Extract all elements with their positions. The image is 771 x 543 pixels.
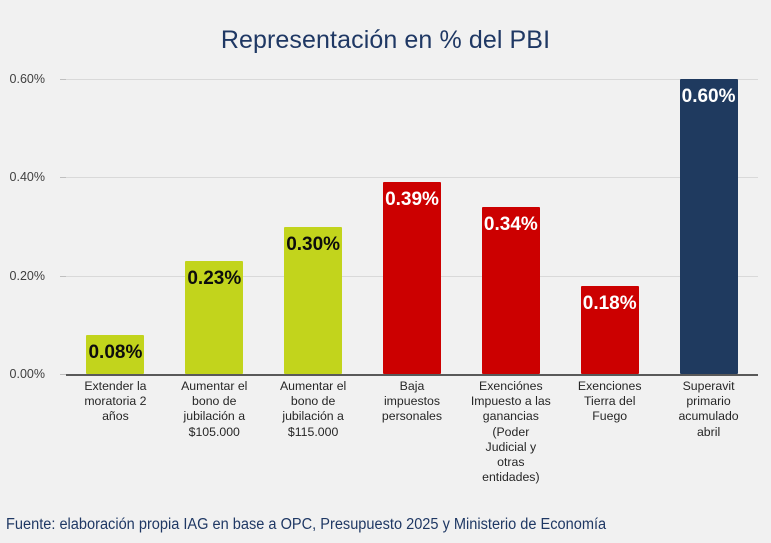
x-label-line: bono de	[290, 394, 336, 409]
x-label-line: Fuego	[592, 409, 628, 424]
bar-value-label: 0.08%	[88, 341, 143, 363]
gridline	[66, 79, 758, 80]
bar-value-label: 0.34%	[483, 213, 538, 235]
x-label-line: abril	[696, 424, 721, 439]
x-label-line: Exenciónes	[479, 379, 543, 393]
x-label-line: jubilación a	[282, 409, 344, 424]
bar[interactable]: 0.08%	[86, 334, 145, 374]
bar[interactable]: 0.60%	[679, 79, 738, 374]
bar[interactable]: 0.23%	[185, 260, 244, 374]
bar[interactable]: 0.18%	[580, 285, 639, 374]
x-label-line: Superavit	[682, 379, 735, 393]
bars-layer: 0.08% 0.23% 0.30% 0.39% 0.34% 0.18% 0.60%	[66, 79, 758, 374]
x-axis-category-label: Aumentar el bono de jubilación a $115.000	[264, 379, 363, 440]
y-tick-mark	[60, 79, 66, 80]
x-label-line: años	[102, 409, 129, 424]
bar-value-label: 0.39%	[385, 189, 439, 211]
chart-title: Representación en % del PBI	[220, 26, 551, 54]
bar[interactable]: 0.39%	[383, 182, 441, 374]
y-axis-tick-label: 0.20%	[9, 268, 45, 283]
x-axis-category-label: Aumentar el bono de jubilación a $105.000	[165, 379, 264, 440]
x-label-line: Tierra del	[583, 394, 636, 409]
x-label-line: bono de	[192, 394, 237, 409]
x-label-line: entidades)	[482, 470, 540, 485]
y-axis-tick-label: 0.60%	[9, 72, 45, 86]
bar-value-label: 0.23%	[187, 267, 242, 289]
x-label-line: impuestos	[383, 394, 440, 409]
y-tick-mark	[60, 275, 66, 277]
bar[interactable]: 0.30%	[284, 226, 343, 374]
x-axis-category-label: Exenciónes Impuesto a las ganancias (Poder J…	[461, 379, 560, 485]
x-label-line: $115.000	[287, 424, 339, 439]
y-tick-mark	[60, 374, 66, 375]
x-label-line: moratoria 2	[84, 394, 147, 409]
y-axis-tick-label: 0.40%	[9, 170, 45, 185]
x-axis-category-label: Baja impuestos personales	[363, 379, 462, 425]
x-label-line: Aumentar el	[181, 379, 248, 393]
x-axis-category-label: Exenciones Tierra del Fuego	[560, 379, 659, 425]
gridline	[66, 177, 758, 179]
x-label-line: Judicial y	[485, 439, 537, 454]
axis-baseline	[66, 374, 758, 376]
y-tick-mark	[60, 177, 66, 179]
bar-value-label: 0.60%	[681, 86, 736, 107]
x-label-line: Aumentar el	[279, 379, 347, 393]
y-axis-tick-label: 0.00%	[9, 367, 45, 381]
x-label-line: Extender la	[84, 379, 147, 393]
x-label-line: Impuesto a las	[470, 394, 551, 409]
x-label-line: acumulado	[678, 409, 739, 424]
bar-value-label: 0.30%	[286, 233, 341, 255]
x-label-line: Exenciones	[577, 379, 642, 393]
x-axis-category-label: Extender la moratoria 2 años	[66, 379, 165, 425]
x-label-line: (Poder	[492, 424, 530, 439]
bar[interactable]: 0.34%	[481, 206, 540, 374]
x-label-line: $105.000	[188, 424, 240, 439]
bar-value-label: 0.18%	[582, 292, 637, 314]
source-note: Fuente: elaboración propia IAG en base a…	[6, 516, 607, 533]
x-label-line: primario	[686, 394, 731, 409]
x-label-line: ganancias	[482, 409, 539, 424]
x-axis-category-label: Superavit primario acumulado abril	[659, 379, 758, 440]
x-label-line: otras	[497, 455, 525, 470]
x-label-line: Baja	[399, 379, 425, 393]
x-axis-labels: Extender la moratoria 2 años Aumentar el bon…	[66, 379, 758, 489]
x-label-line: personales	[381, 409, 443, 424]
x-label-line: jubilación a	[183, 409, 246, 424]
